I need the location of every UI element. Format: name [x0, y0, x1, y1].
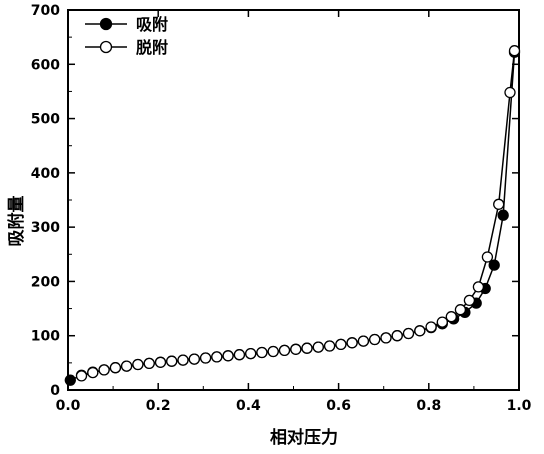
desorption-point: [301, 342, 313, 354]
desorption-point: [380, 332, 392, 344]
desorption-point: [414, 325, 426, 337]
desorption-point: [256, 346, 268, 359]
desorption-point: [154, 356, 167, 368]
desorption-point: [335, 338, 347, 351]
adsorption-point: [64, 374, 76, 386]
desorption-point: [369, 333, 381, 346]
desorption-point: [481, 251, 494, 263]
desorption-point: [445, 311, 457, 323]
desorption-point: [109, 362, 122, 374]
desorption-point: [166, 355, 178, 367]
desorption-point: [357, 335, 370, 347]
y-tick-label: 600: [31, 57, 60, 73]
desorption-point: [98, 364, 110, 376]
legend-marker-1: [99, 40, 113, 54]
desorption-point: [290, 343, 302, 355]
legend-label-0: 吸附: [136, 15, 168, 34]
y-axis-label: 吸附量: [6, 196, 27, 247]
desorption-point: [211, 351, 223, 363]
desorption-point: [177, 354, 189, 366]
x-tick-label: 0.4: [236, 398, 261, 414]
desorption-point: [222, 350, 234, 362]
y-tick-label: 400: [31, 166, 60, 182]
desorption-point: [188, 353, 200, 365]
series-lines-layer: [69, 50, 516, 381]
desorption-point: [87, 366, 99, 379]
desorption-point: [508, 45, 521, 57]
desorption-point: [493, 198, 505, 210]
adsorption-point: [497, 209, 509, 221]
desorption-point: [463, 294, 476, 307]
series-points-layer: [64, 45, 521, 386]
desorption-point: [233, 349, 246, 361]
desorption-point: [346, 337, 358, 349]
desorption-point: [454, 304, 467, 316]
desorption-point: [402, 327, 415, 340]
desorption-point: [245, 347, 257, 360]
desorption-point: [436, 316, 448, 328]
legend-marker-0: [99, 17, 113, 31]
desorption-point: [75, 370, 88, 382]
desorption-point: [267, 345, 279, 358]
desorption-point: [278, 344, 291, 357]
y-tick-label: 700: [31, 3, 60, 19]
x-tick-label: 0.0: [56, 398, 81, 414]
y-tick-label: 0: [50, 383, 60, 399]
x-axis-label: 相对压力: [270, 427, 338, 448]
x-tick-label: 1.0: [507, 398, 532, 414]
axes-layer: 0.0 0.2 0.4 0.6 0.8 1.0 0 100 200 300 400 500 600 700: [31, 3, 532, 414]
desorption-point: [391, 330, 403, 342]
legend-label-1: 脱附: [136, 38, 168, 57]
desorption-point: [472, 281, 485, 293]
y-tick-label: 500: [31, 112, 60, 128]
desorption-point: [143, 357, 155, 370]
desorption-point: [199, 352, 212, 364]
x-tick-label: 0.8: [416, 398, 441, 414]
desorption-point: [504, 86, 516, 99]
desorption-point: [323, 340, 336, 352]
y-tick-label: 200: [31, 274, 60, 290]
adsorption-point: [488, 259, 500, 271]
x-tick-label: 0.6: [326, 398, 351, 414]
y-tick-label: 100: [31, 329, 60, 345]
desorption-point: [132, 358, 144, 371]
series-line-0: [69, 52, 516, 381]
x-tick-label: 0.2: [146, 398, 171, 414]
desorption-point: [120, 360, 133, 372]
plot-frame: [67, 9, 520, 391]
desorption-point: [425, 321, 437, 333]
series-line-1: [81, 50, 516, 377]
y-tick-label: 300: [31, 220, 60, 236]
desorption-point: [312, 341, 324, 353]
